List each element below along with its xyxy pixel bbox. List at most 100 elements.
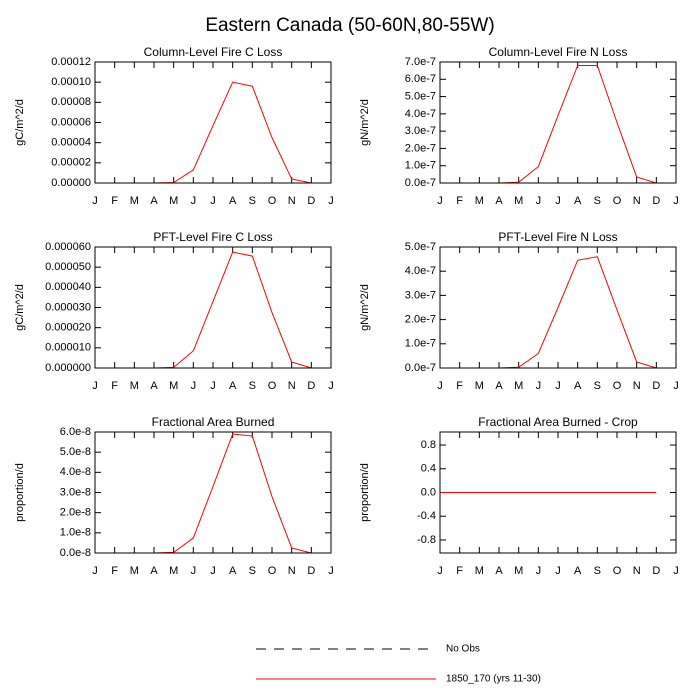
x-tick-label: D: [652, 195, 660, 207]
y-axis-label: gN/m^2/d: [359, 99, 371, 146]
x-tick-label: N: [288, 565, 296, 577]
data-line: [440, 64, 657, 184]
x-tick-label: A: [495, 195, 503, 207]
x-tick-label: F: [456, 380, 463, 392]
y-tick-label: 0.000030: [45, 301, 91, 313]
y-tick-label: 0.00008: [51, 96, 91, 108]
panel-title: Fractional Area Burned: [152, 415, 275, 429]
x-tick-label: D: [307, 380, 315, 392]
plot-frame: [439, 246, 677, 369]
x-tick-label: D: [307, 195, 315, 207]
x-tick-label: O: [268, 380, 277, 392]
plot-frame: [94, 431, 332, 554]
x-tick-label: J: [328, 195, 334, 207]
x-tick-label: A: [574, 565, 582, 577]
y-axis-label: gC/m^2/d: [14, 99, 26, 146]
y-tick-label: 0.000060: [45, 241, 91, 253]
x-tick-label: D: [652, 565, 660, 577]
x-tick-label: N: [633, 380, 641, 392]
x-tick-label: A: [574, 195, 582, 207]
y-tick-label: 0.00010: [51, 76, 91, 88]
x-tick-label: F: [456, 195, 463, 207]
y-tick-label: -0.8: [417, 534, 436, 546]
x-tick-label: M: [169, 195, 178, 207]
x-tick-label: J: [437, 380, 443, 392]
legend-label: 1850_170 (yrs 11-30): [446, 674, 541, 685]
x-tick-label: N: [288, 195, 296, 207]
x-tick-label: J: [437, 195, 443, 207]
x-tick-label: D: [652, 380, 660, 392]
y-tick-label: 0.000010: [45, 342, 91, 354]
y-tick-label: 3.0e-7: [405, 289, 436, 301]
y-tick-label: 1.0e-8: [60, 527, 91, 539]
x-tick-label: J: [328, 380, 334, 392]
legend-label: No Obs: [446, 644, 480, 655]
x-tick-label: O: [268, 565, 277, 577]
x-tick-label: J: [191, 195, 197, 207]
y-tick-label: 0.8: [421, 439, 436, 451]
x-tick-label: A: [150, 380, 158, 392]
y-tick-label: 2.0e-7: [405, 314, 436, 326]
x-tick-label: S: [594, 565, 601, 577]
x-tick-label: M: [475, 195, 484, 207]
plot-frame: [94, 246, 332, 369]
x-tick-label: N: [633, 565, 641, 577]
y-tick-label: 4.0e-7: [405, 265, 436, 277]
y-tick-label: 4.0e-7: [405, 108, 436, 120]
y-tick-label: 0.000050: [45, 261, 91, 273]
x-tick-label: M: [514, 565, 523, 577]
y-tick-label: 1.0e-7: [405, 160, 436, 172]
x-tick-label: M: [475, 380, 484, 392]
x-tick-label: A: [495, 565, 503, 577]
x-tick-label: M: [514, 195, 523, 207]
plot-frame: [439, 61, 677, 184]
x-tick-label: M: [130, 565, 139, 577]
data-line: [95, 251, 312, 369]
y-tick-label: 0.000020: [45, 322, 91, 334]
x-tick-label: J: [555, 195, 561, 207]
y-tick-label: 3.0e-8: [60, 486, 91, 498]
panel-title: Column-Level Fire N Loss: [489, 45, 628, 59]
data-line: [95, 81, 312, 184]
y-tick-label: 0.000040: [45, 281, 91, 293]
x-tick-label: M: [169, 380, 178, 392]
y-tick-label: 0.00000: [51, 177, 91, 189]
x-tick-label: F: [111, 195, 118, 207]
x-tick-label: A: [229, 565, 237, 577]
y-tick-label: 4.0e-8: [60, 466, 91, 478]
x-tick-label: A: [150, 195, 158, 207]
x-tick-label: M: [130, 380, 139, 392]
x-tick-label: J: [210, 195, 216, 207]
x-tick-label: M: [514, 380, 523, 392]
figure-title: Eastern Canada (50-60N,80-55W): [205, 15, 494, 36]
x-tick-label: J: [555, 565, 561, 577]
x-tick-label: J: [92, 195, 98, 207]
panel-title: PFT-Level Fire N Loss: [498, 230, 617, 244]
y-tick-label: 0.00012: [51, 56, 91, 68]
x-tick-label: F: [111, 380, 118, 392]
x-tick-label: F: [456, 565, 463, 577]
x-tick-label: A: [229, 195, 237, 207]
y-tick-label: -0.4: [417, 510, 436, 522]
y-tick-label: 7.0e-7: [405, 56, 436, 68]
x-tick-label: O: [613, 565, 622, 577]
x-tick-label: O: [613, 195, 622, 207]
panel-title: Column-Level Fire C Loss: [144, 45, 283, 59]
x-tick-label: J: [92, 380, 98, 392]
x-tick-label: N: [633, 195, 641, 207]
x-tick-label: S: [594, 195, 601, 207]
x-tick-label: J: [673, 565, 679, 577]
y-tick-label: 0.0e-8: [60, 547, 91, 559]
x-tick-label: M: [475, 565, 484, 577]
x-tick-label: J: [92, 565, 98, 577]
plot-frame: [439, 431, 677, 554]
y-tick-label: 0.0e-7: [405, 177, 436, 189]
y-tick-label: 5.0e-7: [405, 90, 436, 102]
x-tick-label: A: [574, 380, 582, 392]
y-tick-label: 6.0e-7: [405, 73, 436, 85]
x-tick-label: S: [249, 195, 256, 207]
panel-title: PFT-Level Fire C Loss: [153, 230, 272, 244]
x-tick-label: J: [536, 195, 542, 207]
